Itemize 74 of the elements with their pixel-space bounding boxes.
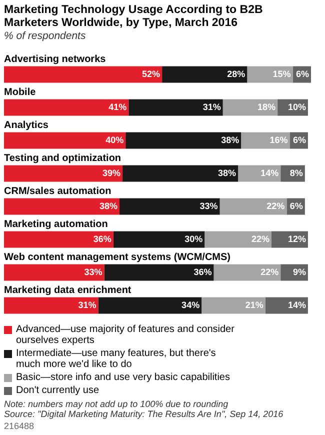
- data-label: 36%: [93, 234, 112, 244]
- data-label: 36%: [194, 266, 212, 277]
- bar: [4, 99, 129, 116]
- y-tick-label: Web content management systems (WCM/CMS): [4, 252, 231, 263]
- data-label: 41%: [108, 102, 127, 112]
- bar: [214, 264, 281, 281]
- bar: [241, 132, 290, 149]
- data-label: 31%: [78, 300, 96, 310]
- bar: [122, 165, 238, 182]
- chart-title: Marketing Technology Usage According to B2B Marketers Worldwide, by Type, March 2016: [4, 4, 264, 30]
- data-label: 14%: [260, 168, 279, 178]
- y-tick-label: Mobile: [4, 87, 36, 98]
- chart-subtitle: % of respondents: [4, 30, 87, 42]
- y-tick-label: Advertising networks: [4, 54, 106, 65]
- bar: [128, 99, 223, 116]
- legend-label: Intermediate—use many features, but there's much more we'd like to do: [16, 348, 217, 370]
- legend-label: Don't currently use: [16, 385, 100, 396]
- data-label: 22%: [260, 266, 279, 277]
- data-label: 10%: [288, 102, 306, 112]
- data-label: 15%: [272, 68, 291, 79]
- data-label: 39%: [102, 168, 121, 178]
- y-tick-label: Marketing automation: [4, 219, 108, 230]
- bar: [222, 99, 278, 116]
- bar: [120, 198, 220, 215]
- text: Note: numbers may not add up to 100% due to rounding: [4, 399, 230, 409]
- bar: [104, 264, 214, 281]
- bar: [113, 231, 205, 248]
- data-label: 33%: [200, 200, 218, 211]
- data-label: 9%: [292, 266, 306, 277]
- data-label: 14%: [288, 300, 306, 310]
- bar: [126, 132, 242, 149]
- y-tick-label: CRM/sales automation: [4, 186, 112, 197]
- data-label: 33%: [84, 266, 102, 277]
- data-label: 22%: [251, 234, 270, 244]
- bar: [4, 66, 162, 83]
- data-label: 52%: [142, 68, 160, 79]
- data-label: 12%: [288, 234, 306, 244]
- data-label: 6%: [292, 134, 306, 145]
- y-tick-label: Marketing data enrichment: [4, 285, 132, 296]
- y-tick-label: Testing and optimization: [4, 153, 122, 164]
- bar: [220, 198, 287, 215]
- bar: [4, 231, 114, 248]
- source-note: Source: "Digital Marketing Maturity: The Results Are In", Sep 14, 2016: [4, 409, 284, 419]
- legend-label: Advanced—use majority of features and consider ourselves experts: [16, 324, 236, 346]
- bar: [162, 66, 248, 83]
- bar: [247, 66, 293, 83]
- data-label: 38%: [221, 134, 240, 145]
- data-label: 6%: [290, 200, 303, 211]
- data-label: 40%: [106, 134, 124, 145]
- bar: [4, 264, 104, 281]
- data-label: 31%: [202, 102, 221, 112]
- data-label: 8%: [290, 168, 303, 178]
- y-tick-label: Analytics: [4, 120, 49, 131]
- legend-label: Basic—store info and use very basic capabilities: [16, 372, 231, 383]
- data-label: 38%: [99, 200, 118, 211]
- bar: [238, 165, 281, 182]
- data-label: 34%: [182, 300, 200, 310]
- bar: [4, 165, 123, 182]
- data-label: 38%: [218, 168, 236, 178]
- data-label: 16%: [270, 134, 288, 145]
- bar: [4, 132, 126, 149]
- bar: [204, 231, 272, 248]
- data-label: 22%: [266, 200, 285, 211]
- bar: [4, 198, 120, 215]
- bar: [202, 297, 266, 314]
- data-label: 6%: [296, 68, 309, 79]
- bar: [265, 297, 308, 314]
- data-label: 21%: [245, 300, 264, 310]
- data-label: 28%: [227, 68, 246, 79]
- text: 216488: [4, 421, 36, 431]
- bar: [4, 297, 98, 314]
- data-label: 18%: [258, 102, 276, 112]
- data-label: 30%: [184, 234, 203, 244]
- bar: [98, 297, 202, 314]
